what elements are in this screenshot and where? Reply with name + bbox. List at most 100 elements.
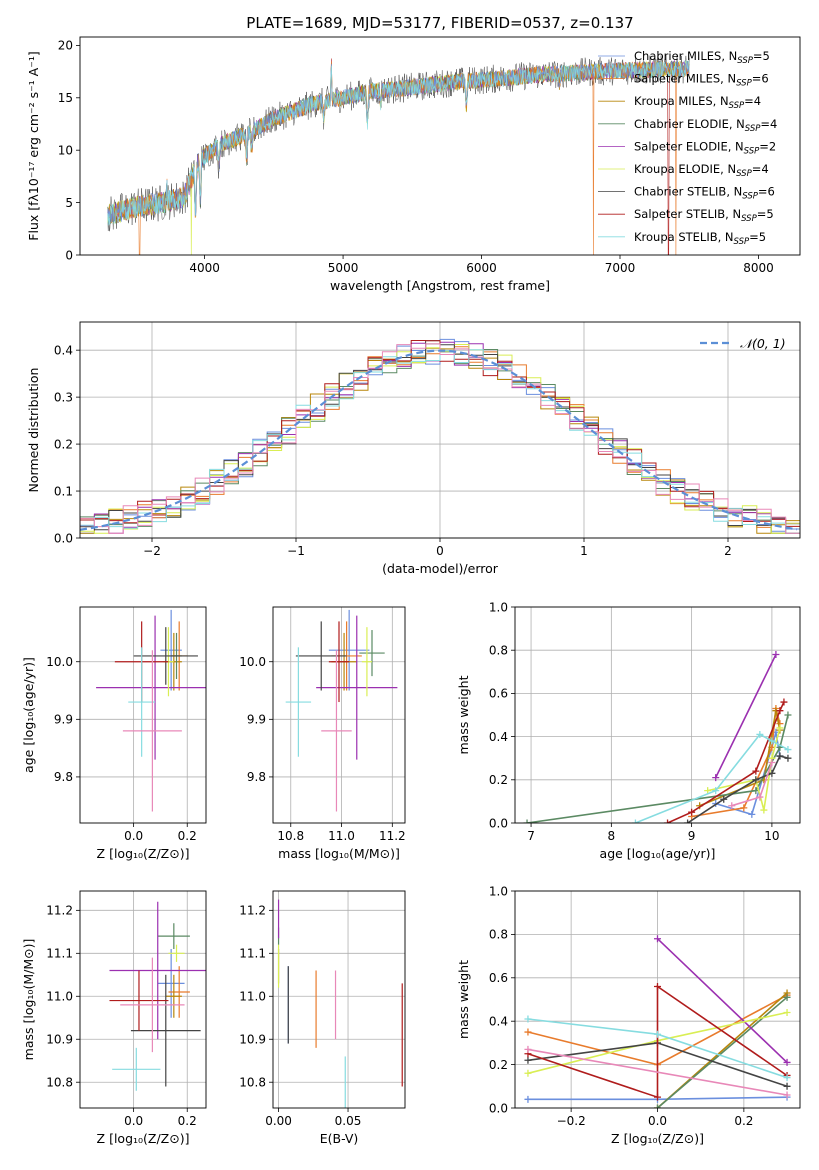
- mass_vs_Z-errorbar-point: [168, 944, 185, 962]
- weight_vs_age-series-line: [699, 710, 781, 807]
- spectrum-xtick-label: 8000: [743, 261, 774, 275]
- residuals-ytick-label: 0.2: [54, 437, 73, 451]
- weight_vs_age-point-marker: [684, 819, 692, 823]
- mass_vs_Z-ytick-label: 10.8: [46, 1076, 73, 1090]
- spectrum-line-kroupa-stelib: [107, 60, 690, 226]
- weight_vs_Z-xlabel: Z [log₁₀(Z/Z⊙)]: [611, 1131, 704, 1146]
- residuals-ytick-label: 0.3: [54, 390, 73, 404]
- legend-entry: Chabrier STELIB, NSSP=6: [634, 185, 775, 202]
- spectrum-ylabel: Flux [fλ10⁻¹⁷ erg cm⁻² s⁻¹ A⁻¹]: [26, 51, 41, 240]
- age_vs_mass-xtick-label: 11.0: [328, 829, 355, 843]
- residuals-xtick-label: −1: [287, 544, 305, 558]
- age_vs_mass-xtick-label: 11.2: [379, 829, 406, 843]
- mass_vs_ebv-ytick-label: 11.1: [239, 947, 266, 961]
- weight_vs_age-point-marker: [712, 774, 720, 782]
- legend-entry: Kroupa ELODIE, NSSP=4: [634, 162, 769, 179]
- weight_vs_age-point-marker: [704, 787, 712, 795]
- weight_vs_Z-frame: [514, 890, 801, 1109]
- weight_vs_Z-point-marker: [783, 1058, 791, 1066]
- mass_vs_Z-errorbar-point: [168, 966, 190, 1018]
- residuals-axes: −2 −1 0 1 2 0.0 0.1 0.2 0.3 0.4 (data-model)/error…: [26, 321, 801, 576]
- age_vs_mass-xtick-label: 10.8: [277, 829, 304, 843]
- weight_vs_Z-point-marker: [654, 982, 661, 990]
- spectrum-ytick-label: 15: [58, 91, 73, 105]
- mass_vs_ebv-ytick-label: 10.8: [239, 1076, 266, 1090]
- weight_vs_Z-point-marker: [524, 1069, 532, 1077]
- mass_vs_Z-xlabel: Z [log₁₀(Z/Z⊙)]: [97, 1131, 190, 1146]
- histogram-extra_pink: [80, 343, 800, 534]
- mass_vs_Z-xtick-label: 0.2: [178, 1114, 197, 1128]
- weight_vs_age-ytick-label: 0.2: [489, 773, 508, 787]
- age_vs_mass-ytick-label: 9.8: [247, 770, 266, 784]
- weight_vs_Z-point-marker: [783, 1091, 791, 1099]
- spectrum-xtick-label: 4000: [189, 261, 220, 275]
- age_vs_mass-errorbar-point: [328, 621, 350, 703]
- age_vs_Z-xtick-label: 0.0: [124, 829, 143, 843]
- mass_vs_Z-errorbar-point: [112, 1047, 161, 1091]
- age_vs_Z-errorbar-point: [128, 647, 156, 757]
- mass_vs_ebv-ytick-label: 11.2: [239, 904, 266, 918]
- weight_vs_Z-point-marker: [524, 1015, 532, 1023]
- mass_vs_Z-errorbar-point: [109, 970, 169, 1031]
- weight_vs_age-ytick-label: 0.8: [489, 644, 508, 658]
- weight_vs_Z-xtick-label: 0.2: [734, 1114, 753, 1128]
- weight_vs_age-ytick-label: 0.0: [489, 816, 508, 830]
- weight_vs_age-ytick-label: 1.0: [489, 600, 508, 614]
- age_vs_Z-axes: 0.0 0.2 9.8 9.9 10.0 Z [log₁₀(Z/Z⊙)] age [log₁…: [21, 606, 207, 861]
- weight_vs_age-series-line: [714, 654, 777, 778]
- weight_vs_age-point-marker: [631, 819, 639, 823]
- spectrum-ytick-label: 5: [65, 196, 73, 210]
- age_vs_Z-ytick-label: 9.9: [54, 713, 73, 727]
- weight_vs_age-point-marker: [776, 707, 784, 715]
- mass_vs_Z-errorbar-point: [157, 923, 190, 950]
- spectrum-ytick-label: 0: [65, 248, 73, 262]
- weight_vs_age-point-marker: [688, 808, 696, 816]
- spectrum-xtick-label: 6000: [466, 261, 497, 275]
- weight_vs_Z-ytick-label: 1.0: [489, 884, 508, 898]
- mass_vs_Z-ylabel: mass [log₁₀(M/M⊙)]: [21, 939, 36, 1061]
- weight_vs_age-ytick-label: 0.6: [489, 687, 508, 701]
- weight_vs_age-point-marker: [752, 767, 760, 775]
- weight_vs_age-point-marker: [720, 795, 728, 803]
- residuals-ytick-label: 0.1: [54, 484, 73, 498]
- weight_vs_age-point-marker: [784, 754, 792, 762]
- weight_vs_age-series-line: [526, 714, 789, 823]
- spectrum-plot-area: [107, 54, 690, 255]
- mass_vs_Z-ytick-label: 11.2: [46, 904, 73, 918]
- age_vs_mass-errorbar-point: [316, 615, 398, 760]
- weight_vs_Z-ytick-label: 0.6: [489, 971, 508, 985]
- weight_vs_age-point-marker: [664, 819, 672, 823]
- age_vs_Z-ylabel: age [log₁₀(age/yr)]: [21, 657, 36, 773]
- weight_vs_age-axes: 7 8 9 10 0.0 0.2 0.4 0.6 0.8 1.0 age [log₁₀(age/yr…: [456, 600, 801, 861]
- weight_vs_Z-ytick-label: 0.8: [489, 928, 508, 942]
- legend-entry: Kroupa MILES, NSSP=4: [634, 94, 761, 111]
- weight_vs_age-frame: [514, 606, 801, 824]
- age_vs_mass-errorbar-point: [321, 650, 352, 812]
- age_vs_Z-xlabel: Z [log₁₀(Z/Z⊙)]: [97, 846, 190, 861]
- legend-entry: Chabrier ELODIE, NSSP=4: [634, 117, 777, 134]
- weight_vs_Z-xtick-label: −0.2: [557, 1114, 586, 1128]
- weight_vs_age-ylabel: mass weight: [456, 675, 471, 754]
- age_vs_Z-errorbar-point: [96, 615, 206, 760]
- weight_vs_Z-axes: −0.2 0.0 0.2 0.0 0.2 0.4 0.6 0.8 1.0 Z [log₁₀(Z/Z…: [456, 884, 801, 1146]
- weight_vs_Z-point-marker: [524, 1095, 532, 1103]
- weight_vs_age-xtick-label: 10: [764, 829, 779, 843]
- mass_vs_Z-errorbar-point: [109, 901, 206, 1040]
- age_vs_mass-frame: [272, 606, 406, 824]
- mass_vs_ebv-ytick-label: 10.9: [239, 1033, 266, 1047]
- age_vs_Z-ytick-label: 9.8: [54, 770, 73, 784]
- spectrum-xlabel: wavelength [Angstrom, rest frame]: [330, 278, 550, 293]
- weight_vs_age-point-marker: [752, 776, 760, 784]
- weight_vs_Z-point-marker: [524, 1045, 532, 1053]
- weight_vs_Z-series-line: [656, 938, 788, 1063]
- age_vs_mass-ytick-label: 9.9: [247, 713, 266, 727]
- spectrum-frame: [79, 36, 801, 256]
- age_vs_mass-errorbar-point: [285, 647, 312, 757]
- residuals-plot-area: [80, 338, 800, 534]
- age_vs_Z-frame: [79, 606, 207, 824]
- legend-entry: Kroupa STELIB, NSSP=5: [634, 230, 766, 247]
- weight_vs_age-point-marker: [768, 759, 776, 767]
- weight_vs_Z-point-marker: [783, 1074, 791, 1082]
- legend-entry: Chabrier MILES, NSSP=5: [634, 49, 770, 66]
- weight_vs_age-point-marker: [776, 724, 784, 732]
